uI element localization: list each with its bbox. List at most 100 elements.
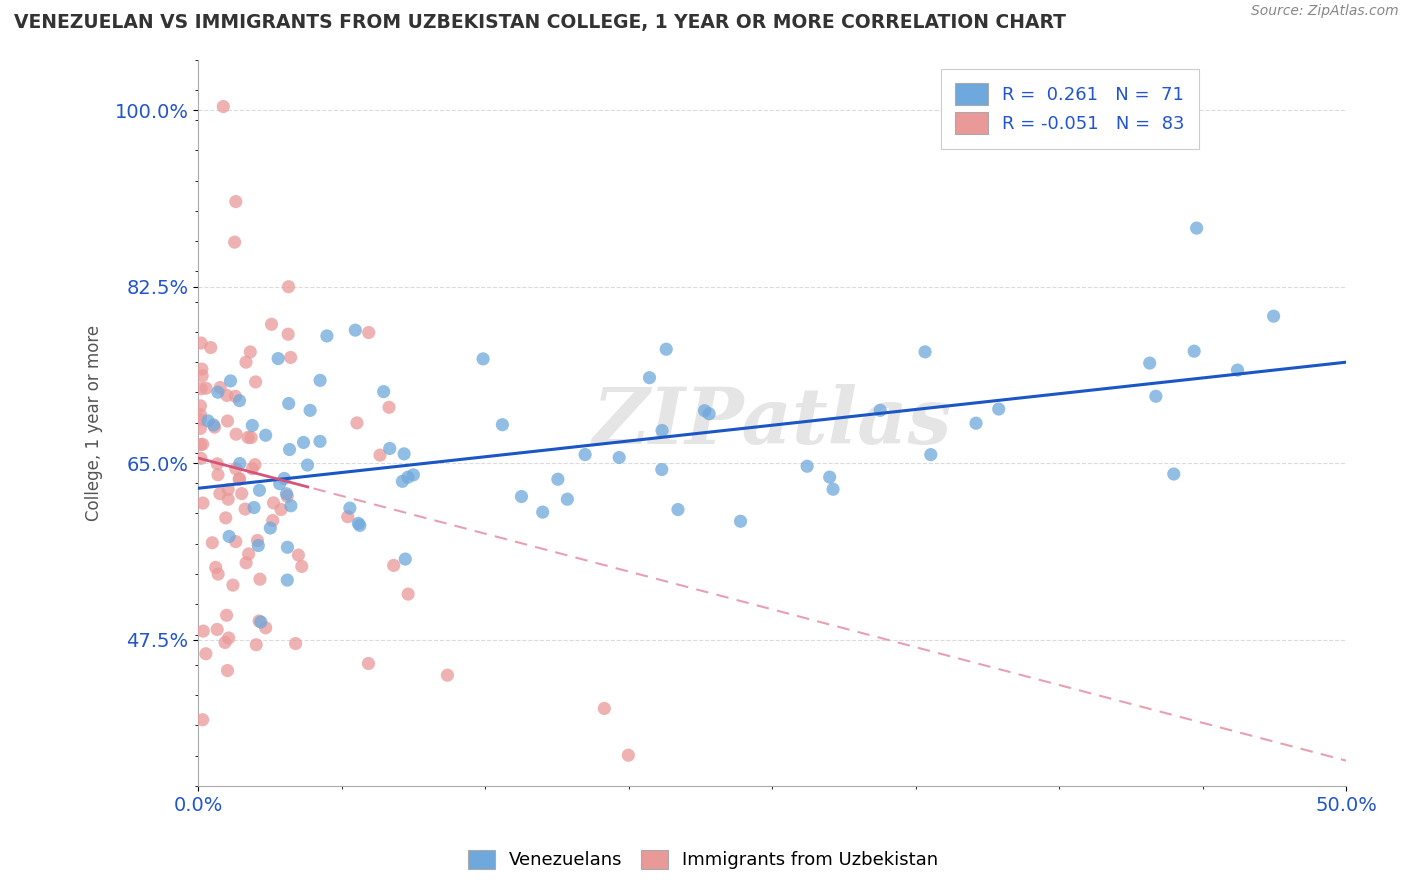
Point (987, 402, 1010, 417)
Point (278, 442, 301, 457)
Point (391, 475, 413, 489)
Point (617, 748, 640, 763)
Point (228, 472, 250, 486)
Point (309, 434, 332, 449)
Point (222, 578, 245, 592)
Point (249, 483, 271, 498)
Point (309, 373, 332, 387)
Point (243, 500, 266, 515)
Point (228, 393, 250, 408)
Text: VENEZUELAN VS IMMIGRANTS FROM UZBEKISTAN COLLEGE, 1 YEAR OR MORE CORRELATION CHA: VENEZUELAN VS IMMIGRANTS FROM UZBEKISTAN… (14, 13, 1066, 32)
Point (287, 548, 309, 562)
Point (655, 343, 678, 357)
Point (207, 567, 229, 582)
Point (212, 99, 235, 113)
Point (215, 608, 238, 623)
Point (224, 235, 246, 249)
Point (277, 327, 299, 342)
Point (191, 496, 214, 510)
Point (607, 450, 630, 465)
Point (207, 385, 229, 400)
Point (190, 382, 212, 396)
Point (239, 345, 262, 359)
Point (269, 476, 291, 491)
Point (228, 472, 250, 486)
Point (697, 407, 720, 421)
Point (208, 486, 231, 500)
Point (190, 399, 212, 413)
Point (262, 514, 284, 528)
Point (204, 420, 226, 434)
Point (240, 461, 263, 475)
Point (280, 499, 302, 513)
Point (1163, 467, 1185, 481)
Point (638, 370, 661, 384)
Point (292, 435, 315, 450)
Point (276, 541, 298, 555)
Point (276, 487, 298, 501)
Point (593, 701, 616, 715)
Point (229, 457, 252, 471)
Point (730, 514, 752, 528)
Point (316, 329, 339, 343)
Point (191, 362, 214, 376)
Point (263, 496, 285, 510)
Point (357, 657, 380, 671)
Point (219, 374, 242, 388)
Point (666, 502, 689, 516)
Legend: R =  0.261   N =  71, R = -0.051   N =  83: R = 0.261 N = 71, R = -0.051 N = 83 (941, 69, 1199, 149)
Point (557, 492, 579, 507)
Point (574, 448, 596, 462)
Point (214, 635, 236, 649)
Point (190, 438, 212, 452)
Point (869, 403, 891, 417)
Point (207, 457, 229, 471)
Point (191, 437, 214, 451)
Point (190, 412, 212, 426)
Point (818, 470, 841, 484)
Point (344, 323, 367, 337)
Point (233, 502, 256, 516)
Point (472, 351, 495, 366)
Y-axis label: College, 1 year or more: College, 1 year or more (86, 325, 103, 521)
Point (218, 631, 240, 645)
Point (217, 414, 239, 428)
Point (190, 408, 212, 422)
Point (247, 539, 270, 553)
Point (190, 451, 212, 466)
Point (207, 467, 229, 482)
Point (215, 511, 238, 525)
Point (270, 502, 292, 516)
Point (284, 636, 307, 650)
Point (236, 430, 259, 444)
Point (193, 624, 215, 639)
Point (693, 403, 716, 417)
Point (225, 194, 247, 209)
Point (347, 516, 370, 531)
Point (378, 401, 401, 415)
Point (254, 621, 277, 635)
Point (205, 623, 228, 637)
Point (277, 396, 299, 410)
Point (436, 668, 458, 682)
Point (190, 421, 212, 435)
Point (373, 384, 395, 399)
Point (299, 403, 322, 417)
Point (202, 417, 225, 432)
Point (1182, 344, 1205, 359)
Point (1185, 221, 1208, 235)
Point (218, 529, 240, 543)
Point (349, 518, 371, 533)
Point (339, 501, 361, 516)
Point (217, 483, 239, 497)
Point (249, 615, 271, 629)
Point (920, 448, 942, 462)
Point (531, 505, 554, 519)
Point (291, 559, 314, 574)
Point (200, 341, 222, 355)
Point (204, 560, 226, 574)
Point (254, 428, 277, 442)
Point (796, 459, 818, 474)
Point (260, 318, 283, 332)
Point (402, 467, 425, 482)
